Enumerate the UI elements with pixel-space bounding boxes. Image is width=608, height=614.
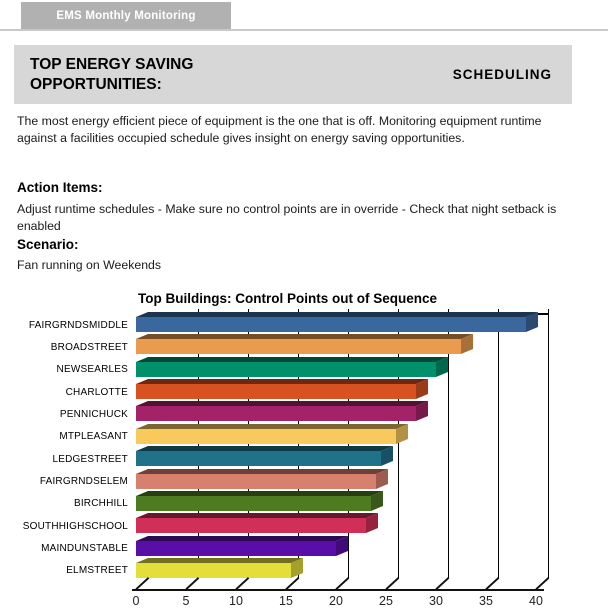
gridline-30 [448,309,449,578]
category-label-broadstreet: BROADSTREET [50,341,128,353]
chart-bar-elmstreet [136,562,291,578]
gridline-40 [548,309,549,578]
chart-bar-southhighschool [136,518,366,534]
x-tick-label: 35 [479,594,493,608]
category-label-fairgrndsmiddle: FAIRGRNDSMIDDLE [28,319,128,331]
category-label-maindunstable: MAINDUNSTABLE [41,543,128,555]
category-label-charlotte: CHARLOTTE [65,386,128,398]
x-tick-mark [185,576,199,590]
chart-bar-charlotte [136,384,416,400]
x-tick-mark [385,576,399,590]
chart-bar-birchhill [136,495,371,511]
x-axis-line [132,589,544,591]
category-label-birchhill: BIRCHHILL [73,498,128,510]
x-tick-mark [285,576,299,590]
chart-bar-ledgestreet [136,451,381,467]
x-tick-label: 20 [329,594,343,608]
x-tick-label: 15 [279,594,293,608]
category-label-ledgestreet: LEDGESTREET [52,453,128,465]
gridline-25 [398,309,399,578]
x-tick-label: 40 [529,594,543,608]
x-tick-mark [135,576,149,590]
tab-ems-monthly-monitoring[interactable]: EMS Monthly Monitoring [21,2,231,29]
x-tick-label: 10 [229,594,243,608]
x-tick-label: 0 [132,594,140,608]
x-tick-label: 30 [429,594,443,608]
intro-text: The most energy efficient piece of equip… [17,114,542,145]
report-header: TOP ENERGY SAVING OPPORTUNITIES: SCHEDUL… [14,45,572,104]
page-title: TOP ENERGY SAVING OPPORTUNITIES: [30,56,194,93]
bar-chart-plot-area: FAIRGRNDSMIDDLE BROADSTREET NEWSEARLES CHAR… [23,309,549,608]
action-items-heading: Action Items: [17,180,103,195]
chart-bar-broadstreet [136,339,461,355]
chart-bar-fairgrndselem [136,473,376,489]
x-tick-label: 5 [182,594,190,608]
action-items-text: Adjust runtime schedules - Make sure no … [17,202,557,233]
x-tick-mark [535,576,549,590]
category-label-elmstreet: ELMSTREET [66,565,128,577]
tab-label: EMS Monthly Monitoring [56,9,196,22]
chart-bar-fairgrndsmiddle [136,317,526,332]
x-tick-mark [335,576,349,590]
category-label-southhighschool: SOUTHHIGHSCHOOL [22,520,128,532]
chart-bar-mtpleasant [136,428,396,444]
category-label-mtpleasant: MTPLEASANT [59,431,128,443]
gridline-35 [498,309,499,578]
x-tick-label: 25 [379,594,393,608]
x-tick-mark [435,576,449,590]
tabstrip-divider [0,29,608,31]
chart-bar-newsearles [136,361,436,377]
chart-title: Top Buildings: Control Points out of Seq… [138,291,437,306]
chart-bar-pennichuck [136,406,416,422]
scenario-heading: Scenario: [17,237,79,252]
category-label-fairgrndselem: FAIRGRNDSELEM [39,476,128,488]
category-label: SCHEDULING [452,67,552,82]
category-label-pennichuck: PENNICHUCK [59,408,128,420]
scenario-text: Fan running on Weekends [17,258,162,272]
x-tick-mark [485,576,499,590]
x-tick-mark [235,576,249,590]
category-label-newsearles: NEWSEARLES [56,364,128,376]
chart-bar-maindunstable [136,540,336,556]
